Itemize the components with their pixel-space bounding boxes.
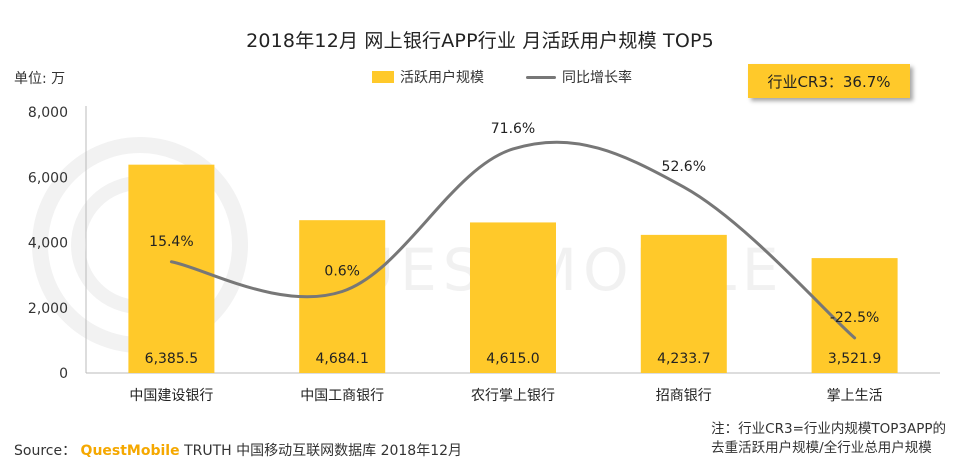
bar-value-label: 4,233.7 [657,351,710,367]
x-category-label: 中国工商银行 [300,388,384,404]
growth-rate-label: 71.6% [491,121,535,137]
cr3-badge: 行业CR3：36.7% [748,64,910,98]
legend-bar-label: 活跃用户规模 [400,70,484,86]
y-tick-label: 4,000 [28,236,68,252]
y-tick-label: 2,000 [28,301,68,317]
footnote-line-2: 去重活跃用户规模/全行业总用户规模 [711,440,932,456]
x-category-label: 招商银行 [656,388,712,404]
source-rest: TRUTH 中国移动互联网数据库 2018年12月 [184,443,463,459]
growth-rate-label: 0.6% [324,263,360,279]
x-category-label: 农行掌上银行 [471,388,555,404]
source-line: Source： QuestMobile TRUTH 中国移动互联网数据库 201… [14,440,462,460]
source-prefix: Source： [14,443,77,459]
growth-rate-line [169,140,857,340]
source-brand: QuestMobile [80,443,180,459]
y-tick-label: 0 [59,366,68,382]
growth-rate-label: -22.5% [830,310,880,326]
bar [811,258,898,373]
growth-rate-label: 15.4% [149,234,193,250]
footnote: 注：行业CR3=行业内规模TOP3APP的 去重活跃用户规模/全行业总用户规模 [711,420,946,458]
bar [128,164,215,373]
bar-value-label: 4,684.1 [315,351,368,367]
legend-line-label: 同比增长率 [562,70,632,86]
footnote-line-1: 注：行业CR3=行业内规模TOP3APP的 [711,421,946,437]
bar [640,234,727,373]
y-tick-label: 6,000 [28,170,68,186]
bar-value-label: 3,521.9 [828,351,881,367]
legend-line-swatch [526,75,556,79]
legend: 活跃用户规模 同比增长率 [372,68,632,86]
x-category-label: 中国建设银行 [129,388,213,404]
y-tick-label: 8,000 [28,105,68,121]
legend-bar-swatch [372,71,394,83]
x-category-label: 掌上生活 [827,388,883,404]
growth-rate-label: 52.6% [662,159,706,175]
bar-value-label: 6,385.5 [145,351,198,367]
chart-title: 2018年12月 网上银行APP行业 月活跃用户规模 TOP5 [246,30,714,52]
bar [470,222,556,373]
unit-label: 单位: 万 [14,71,66,87]
bar-value-label: 4,615.0 [486,351,539,367]
